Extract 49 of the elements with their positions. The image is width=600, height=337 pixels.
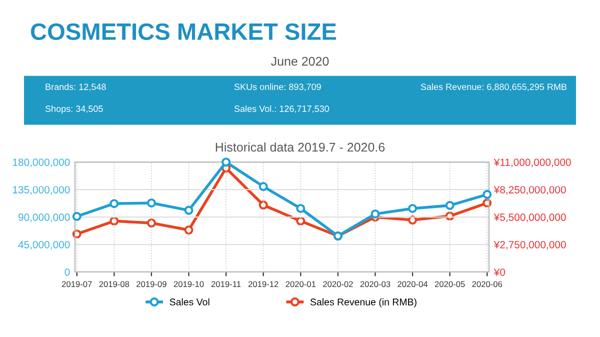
text: Shops: 34,505 bbox=[45, 105, 103, 114]
point bbox=[258, 182, 268, 192]
x-tick-label: 2020-01 bbox=[286, 281, 316, 288]
x-tick-label: 2019-10 bbox=[174, 281, 204, 288]
point bbox=[146, 218, 156, 228]
y-tick-label: 135,000,000 bbox=[13, 186, 70, 195]
y-tick-label: 180,000,000 bbox=[13, 158, 70, 168]
text: Historical data 2019.7 - 2020.6 bbox=[216, 142, 385, 152]
x-tick-label: 2019-11 bbox=[211, 281, 241, 288]
y2-tick-label: ¥11,000,000,000 bbox=[494, 158, 571, 168]
point bbox=[184, 206, 194, 215]
point bbox=[146, 198, 156, 208]
x-tick-label: 2020-04 bbox=[398, 281, 428, 288]
x-tick-label: 2019-07 bbox=[62, 281, 92, 288]
point bbox=[408, 204, 418, 213]
point bbox=[370, 209, 380, 218]
point bbox=[408, 216, 418, 225]
x-tick-label: 2020-03 bbox=[360, 281, 390, 288]
x-tick-label: 2019-09 bbox=[136, 281, 166, 288]
x-tick-label: 2020-05 bbox=[434, 281, 465, 288]
y-tick-label: 0 bbox=[64, 268, 70, 276]
point bbox=[72, 212, 82, 221]
point bbox=[482, 190, 492, 199]
text: Brands: 12,548 bbox=[46, 83, 106, 92]
legend-label: Sales Vol bbox=[170, 298, 210, 306]
chart-title: COSMETICS MARKET SIZE bbox=[30, 23, 336, 40]
y2-tick-label: ¥2,750,000,000 bbox=[494, 240, 566, 250]
point bbox=[296, 216, 306, 226]
y2-tick-label: ¥5,500,000,000 bbox=[494, 214, 566, 222]
point bbox=[258, 200, 268, 210]
x-tick-label: 2020-06 bbox=[472, 281, 502, 288]
chart-subtitle: June 2020 bbox=[271, 56, 329, 66]
text: Sales Revenue: 6,880,655,295 RMB bbox=[420, 83, 567, 92]
text: SKUs online: 893,709 bbox=[234, 83, 321, 92]
text: Sales Vol.: 126,717,530 bbox=[234, 105, 330, 114]
y2-tick-label: ¥8,250,000,000 bbox=[494, 186, 566, 195]
point bbox=[296, 204, 306, 213]
x-tick-label: 2019-08 bbox=[99, 281, 130, 288]
y-tick-label: 90,000,000 bbox=[18, 214, 70, 222]
point bbox=[184, 225, 194, 235]
y2-tick-label: ¥0 bbox=[494, 268, 506, 276]
legend-label: Sales Revenue (in RMB) bbox=[310, 298, 416, 308]
x-tick-label: 2020-02 bbox=[323, 281, 353, 288]
point bbox=[445, 200, 454, 210]
point bbox=[222, 158, 231, 167]
y-tick-label: 45,000,000 bbox=[18, 240, 70, 250]
point bbox=[110, 199, 119, 208]
point bbox=[110, 216, 119, 226]
x-tick-label: 2019-12 bbox=[248, 281, 278, 288]
